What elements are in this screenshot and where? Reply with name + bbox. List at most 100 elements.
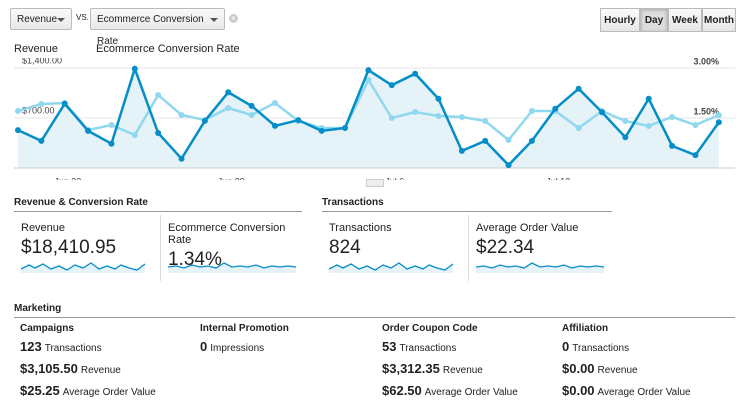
data-point bbox=[528, 108, 535, 114]
row-label: Average Order Value bbox=[424, 387, 518, 398]
metric-row: $62.50 Average Order Value bbox=[382, 383, 557, 403]
sparkline-area bbox=[168, 263, 296, 273]
data-point bbox=[131, 65, 138, 72]
data-point bbox=[108, 140, 115, 147]
compare-dropdown[interactable]: Ecommerce Conversion Rate bbox=[90, 8, 225, 47]
data-point bbox=[85, 127, 92, 134]
sparkline-line bbox=[329, 262, 454, 271]
column-title: Order Coupon Code bbox=[382, 323, 478, 334]
data-point bbox=[622, 118, 629, 124]
data-point bbox=[248, 112, 255, 118]
column-title: Affiliation bbox=[562, 323, 609, 334]
metric-row: $0.00 Average Order Value bbox=[562, 383, 737, 403]
row-value: $62.50 bbox=[382, 383, 422, 398]
metric-row: $25.25 Average Order Value bbox=[20, 383, 195, 403]
data-point bbox=[201, 117, 208, 124]
metric-box: Revenue $18,410.95 bbox=[14, 215, 160, 281]
data-point bbox=[15, 108, 21, 114]
sparkline-line bbox=[168, 262, 297, 269]
data-point bbox=[692, 152, 699, 159]
row-value: $3,312.35 bbox=[382, 361, 440, 376]
remove-compare[interactable]: × bbox=[229, 14, 238, 23]
metric-box: Transactions 824 bbox=[322, 215, 468, 281]
metric-row: $3,312.35 Revenue bbox=[382, 361, 557, 383]
collapse-tab[interactable] bbox=[366, 179, 384, 187]
row-value: 53 bbox=[382, 339, 397, 354]
data-point bbox=[155, 92, 162, 98]
data-point bbox=[458, 147, 465, 154]
data-point bbox=[715, 112, 722, 118]
data-point bbox=[505, 162, 512, 169]
row-value: $25.25 bbox=[20, 383, 60, 398]
period-button[interactable]: Week bbox=[668, 8, 702, 32]
metric-box: Ecommerce Conversion Rate 1.34% bbox=[160, 215, 306, 281]
data-point bbox=[669, 142, 676, 149]
metric-row: 0 Transactions bbox=[562, 339, 737, 361]
data-point bbox=[575, 85, 582, 92]
metric-row: $0.00 Revenue bbox=[562, 361, 737, 383]
data-point bbox=[388, 115, 395, 121]
data-point bbox=[342, 125, 349, 131]
metric-row: $3,105.50 Revenue bbox=[20, 361, 195, 383]
sparkline bbox=[329, 262, 454, 273]
row-label: Transactions bbox=[572, 343, 630, 354]
period-button[interactable]: Day bbox=[640, 8, 668, 32]
sparkline bbox=[168, 262, 297, 273]
data-point bbox=[38, 137, 45, 144]
metric-value: $18,410.95 bbox=[21, 237, 117, 258]
marketing-column: Campaigns 123 Transactions $3,105.50 Revenue… bbox=[20, 323, 195, 403]
data-point bbox=[271, 122, 278, 129]
metric-label: Ecommerce Conversion Rate bbox=[168, 222, 286, 246]
legend-label: Ecommerce Conversion Rate bbox=[96, 43, 240, 55]
marketing-column: Order Coupon Code 53 Transactions $3,312.35… bbox=[382, 323, 557, 403]
y-tick-label: $700.00 bbox=[22, 105, 55, 115]
data-point bbox=[412, 109, 419, 115]
data-point bbox=[318, 127, 325, 134]
data-point bbox=[225, 89, 232, 96]
metric-value: 1.34% bbox=[168, 249, 222, 270]
x-tick-label: Jul 6 bbox=[385, 176, 404, 180]
sparkline-line bbox=[21, 262, 146, 271]
data-point bbox=[575, 125, 582, 131]
x-tick-label: Jul 13 bbox=[546, 176, 570, 180]
data-point bbox=[435, 113, 442, 119]
row-label: Average Order Value bbox=[62, 387, 156, 398]
metric-row: 123 Transactions bbox=[20, 339, 195, 361]
row-label: Revenue bbox=[597, 365, 638, 376]
row-label: Impressions bbox=[210, 343, 265, 354]
data-point bbox=[225, 105, 232, 111]
row-label: Transactions bbox=[44, 343, 102, 354]
data-point bbox=[669, 114, 676, 120]
data-point bbox=[552, 105, 559, 112]
metric-row: 0 Impressions bbox=[200, 339, 375, 361]
period-button[interactable]: Month bbox=[702, 8, 736, 32]
data-point bbox=[155, 130, 162, 136]
data-point bbox=[108, 122, 115, 128]
data-point bbox=[645, 123, 652, 129]
data-point bbox=[645, 95, 652, 102]
metric-dropdown[interactable]: Revenue bbox=[10, 8, 72, 30]
data-point bbox=[482, 137, 489, 144]
column-title: Campaigns bbox=[20, 323, 74, 334]
row-value: $3,105.50 bbox=[20, 361, 78, 376]
metric-value: $22.34 bbox=[476, 237, 535, 258]
y-tick-label: $1,400.00 bbox=[22, 58, 62, 65]
period-button[interactable]: Hourly bbox=[600, 8, 640, 32]
data-point bbox=[295, 117, 302, 124]
row-label: Revenue bbox=[80, 365, 121, 376]
data-point bbox=[61, 100, 68, 107]
data-point bbox=[15, 127, 21, 134]
row-label: Revenue bbox=[442, 365, 483, 376]
data-point bbox=[131, 132, 138, 138]
row-value: $0.00 bbox=[562, 383, 595, 398]
legend-item: Ecommerce Conversion Rate bbox=[96, 42, 240, 56]
metric-value: 824 bbox=[329, 237, 361, 258]
row-value: $0.00 bbox=[562, 361, 595, 376]
data-point bbox=[412, 70, 419, 77]
data-point bbox=[692, 122, 699, 128]
chart: $700.00 $1,400.00 1.50% 3.00% Jun 22 Jun 29 Ju… bbox=[14, 58, 735, 180]
data-point bbox=[365, 67, 372, 74]
marketing-title: Marketing bbox=[14, 303, 735, 318]
marketing-column: Internal Promotion 0 Impressions bbox=[200, 323, 375, 361]
